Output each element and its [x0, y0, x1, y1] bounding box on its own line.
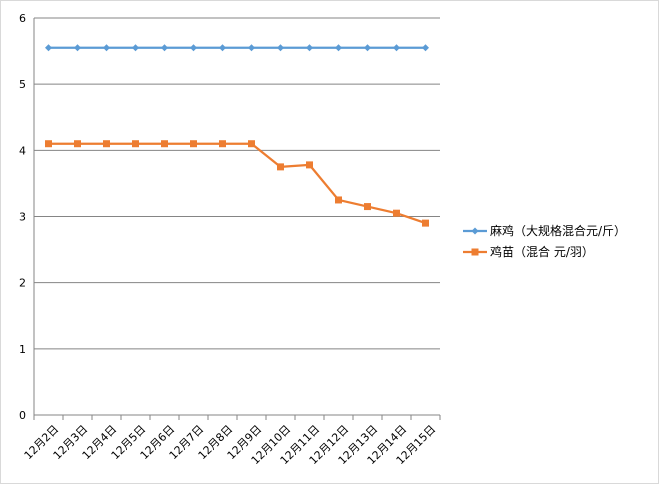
data-point: [74, 140, 81, 148]
y-tick-label: 2: [19, 277, 26, 290]
data-point: [364, 44, 371, 52]
data-point: [45, 44, 52, 52]
gridlines: [34, 17, 440, 350]
data-point: [219, 140, 226, 148]
data-point: [103, 44, 110, 52]
y-tick-label: 1: [19, 343, 26, 356]
legend-item-1: 麻鸡（大规格混合元/斤）: [463, 223, 626, 238]
y-tick-label: 5: [19, 78, 26, 91]
series-1: [45, 44, 429, 52]
data-point: [248, 140, 255, 148]
data-point: [335, 196, 342, 204]
axes: [33, 18, 441, 420]
data-point: [161, 44, 168, 52]
series-line: [48, 142, 426, 225]
legend: 麻鸡（大规格混合元/斤） 鸡苗（混合 元/羽）: [463, 223, 626, 259]
data-point: [277, 163, 284, 171]
data-point: [161, 140, 168, 148]
data-point: [132, 44, 139, 52]
data-point: [422, 44, 429, 52]
legend-label: 麻鸡（大规格混合元/斤）: [490, 223, 626, 238]
legend-item-2: 鸡苗（混合 元/羽）: [463, 244, 594, 259]
y-axis-ticks: 0 1 2 3 4 5 6: [19, 12, 26, 422]
legend-marker: [471, 227, 479, 235]
y-tick-label: 3: [19, 211, 26, 224]
series-layer: [45, 44, 429, 227]
data-point: [306, 44, 313, 52]
y-tick-label: 0: [19, 409, 26, 422]
data-point: [335, 44, 342, 52]
legend-marker: [471, 248, 479, 256]
data-point: [306, 161, 313, 169]
data-point: [248, 44, 255, 52]
data-point: [422, 219, 429, 227]
y-tick-label: 6: [19, 12, 26, 25]
legend-label: 鸡苗（混合 元/羽）: [490, 244, 594, 259]
y-tick-label: 4: [19, 144, 26, 157]
data-point: [103, 140, 110, 148]
data-point: [190, 44, 197, 52]
data-point: [190, 140, 197, 148]
data-point: [45, 140, 52, 148]
data-point: [364, 203, 371, 211]
x-axis-ticks: 12月2日12月3日12月4日12月5日12月6日12月7日12月8日12月9日…: [22, 423, 439, 468]
data-point: [393, 44, 400, 52]
series-2: [45, 140, 429, 227]
data-point: [219, 44, 226, 52]
data-point: [132, 140, 139, 148]
data-point: [393, 209, 400, 217]
data-point: [277, 44, 284, 52]
data-point: [74, 44, 81, 52]
